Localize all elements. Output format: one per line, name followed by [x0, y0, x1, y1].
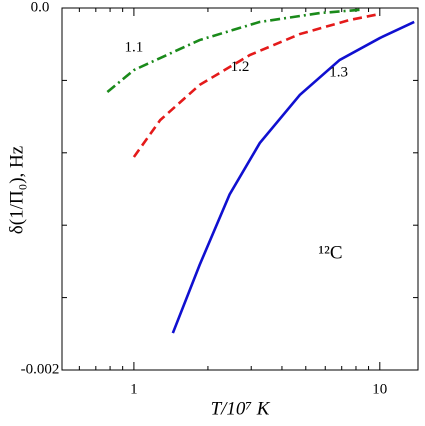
series-line	[106, 8, 361, 93]
annotation: 1.2	[231, 59, 250, 75]
x-axis-label: T/10⁷ K	[211, 398, 271, 419]
x-tick-label: 10	[372, 381, 387, 397]
plot-frame	[61, 7, 419, 371]
series-line	[171, 20, 415, 334]
annotation: ¹²C	[318, 243, 342, 264]
x-tick-label: 1	[130, 381, 138, 397]
annotation: 1.3	[329, 65, 348, 81]
series-line	[132, 12, 381, 158]
y-tick-label: 0.0	[31, 0, 50, 15]
annotation: 1.1	[125, 39, 144, 55]
y-axis-label: δ(1/Π₀), Hz	[6, 146, 27, 234]
y-tick-label: -0.002	[21, 361, 60, 377]
